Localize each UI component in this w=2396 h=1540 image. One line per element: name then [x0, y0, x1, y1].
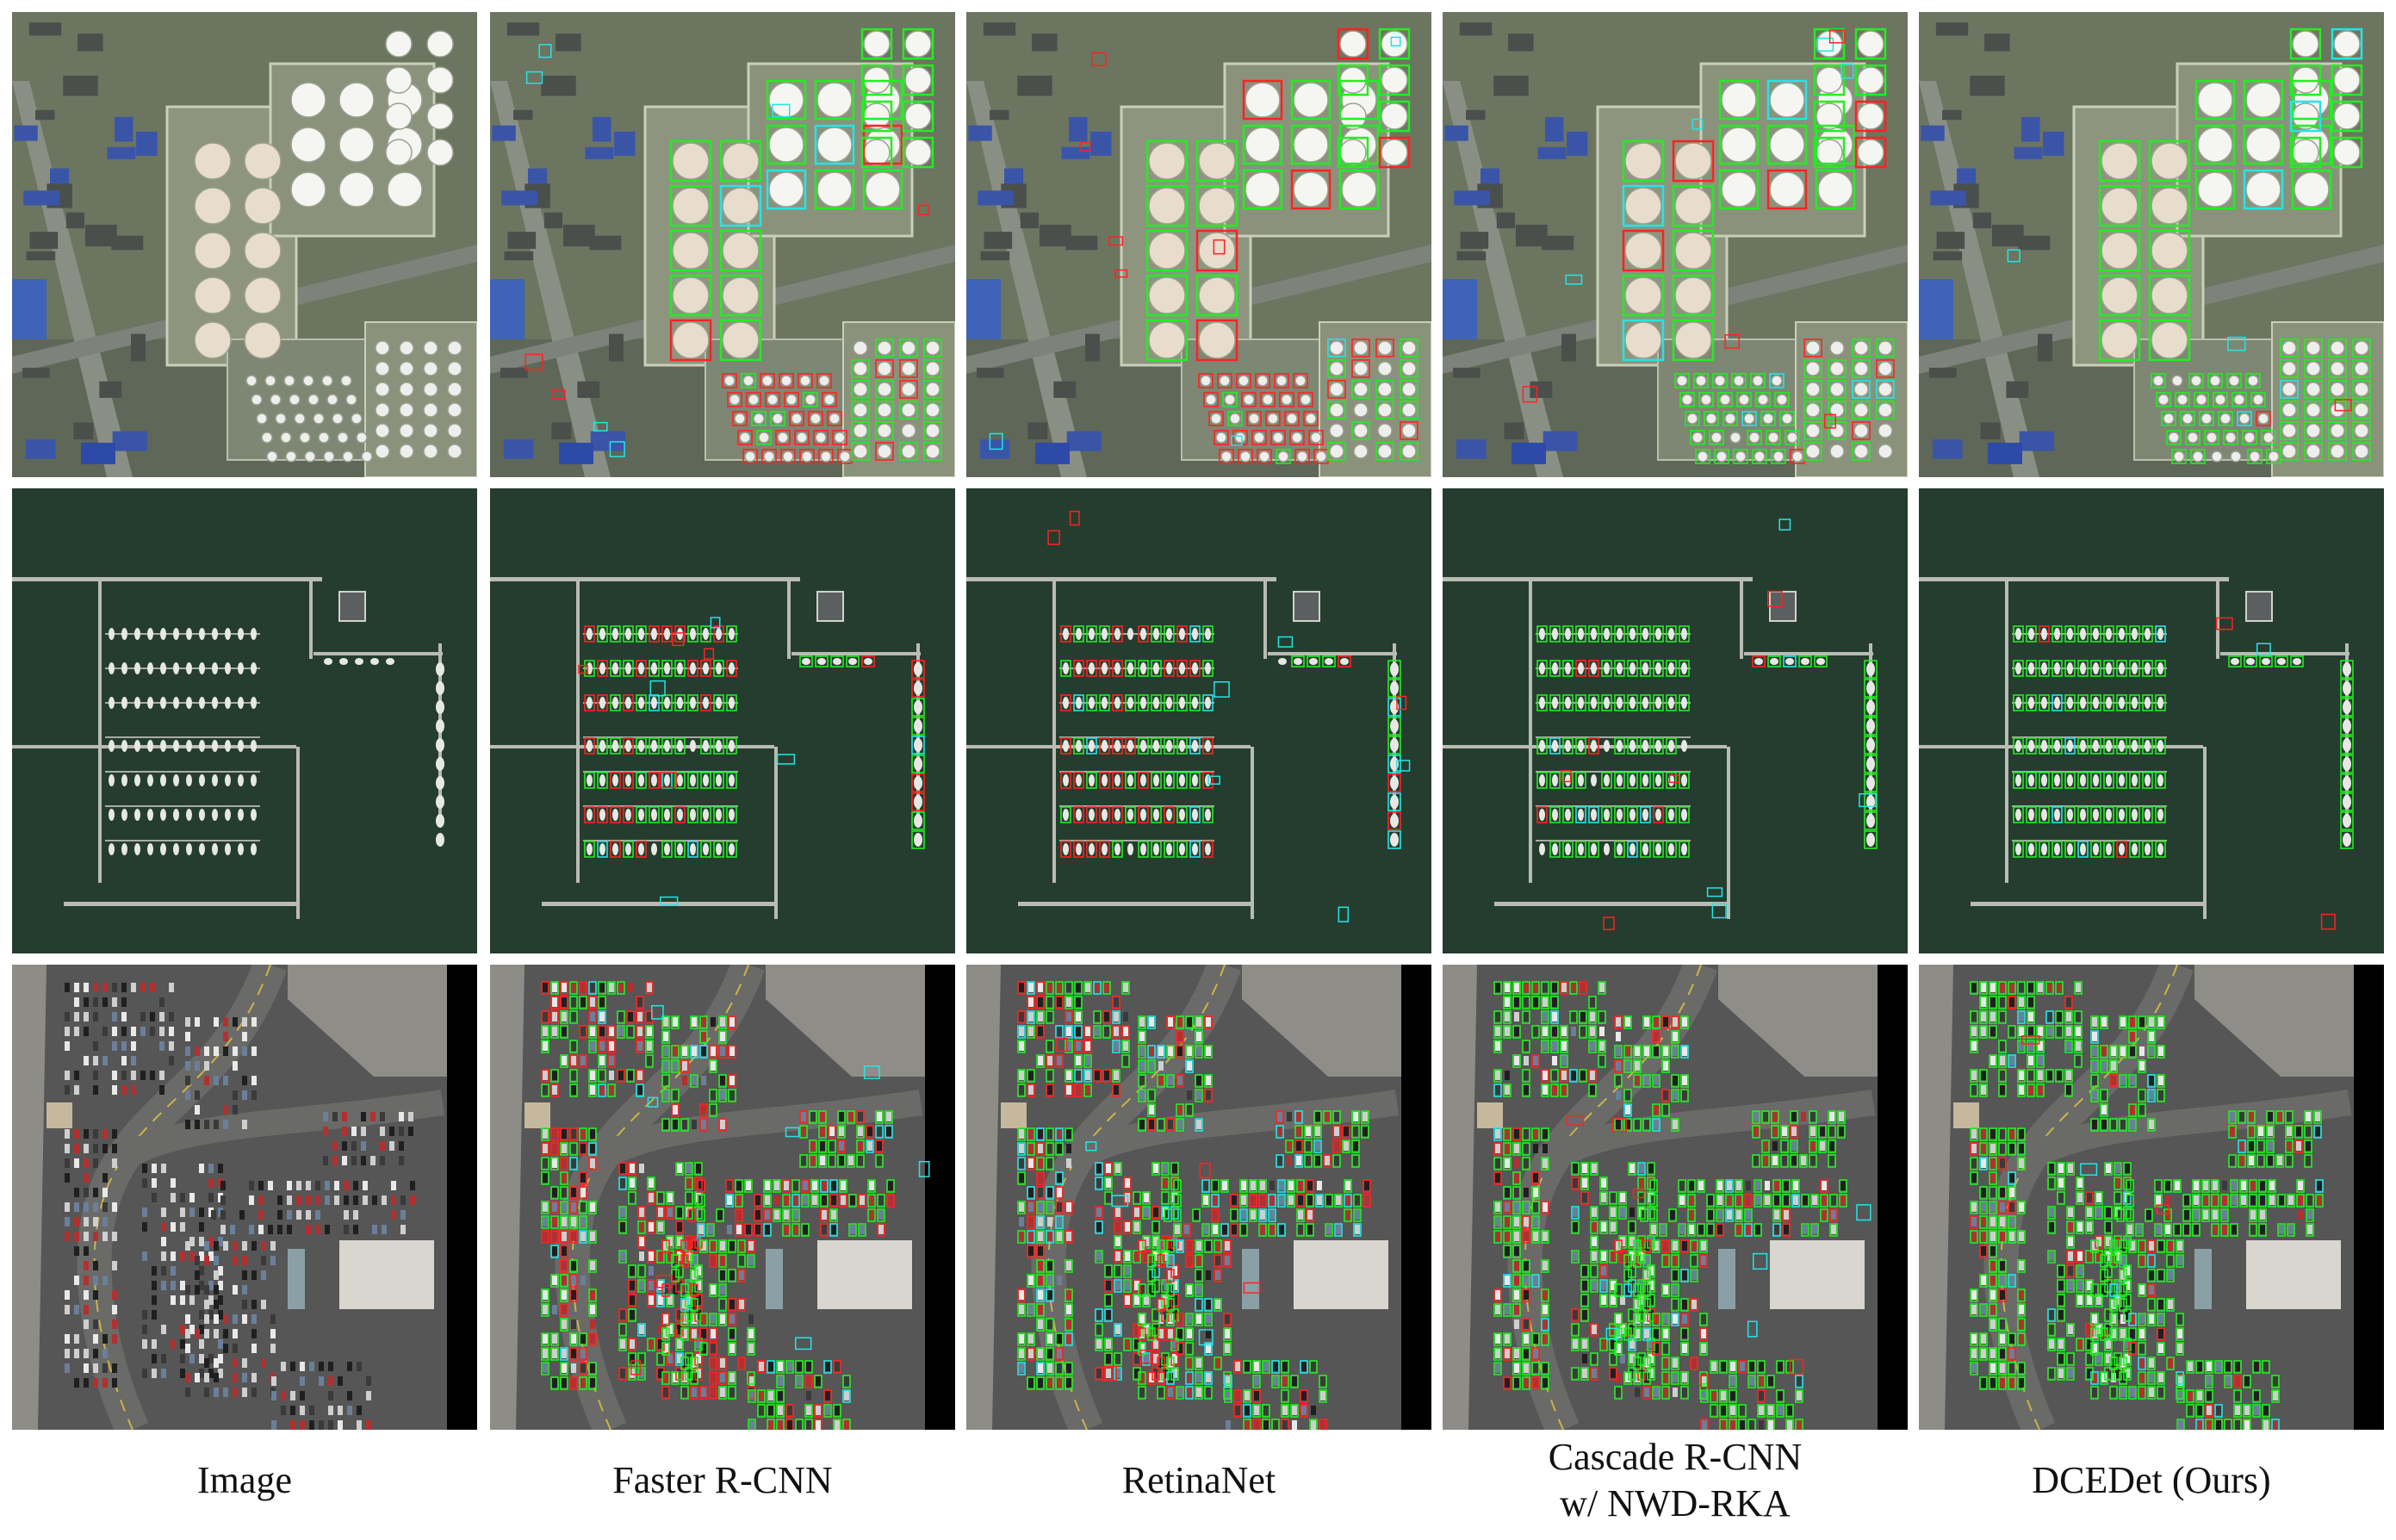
aerial-image-marina-harbor-boats [1919, 488, 2384, 953]
aerial-image-oil-tank-industrial-area [966, 12, 1431, 477]
caption-line: Cascade R-CNN [1548, 1436, 1803, 1478]
detection-boxes-retina [989, 28, 1418, 464]
panel-oil-tank-industrial-area-cascade [1443, 12, 1908, 477]
aerial-image-parking-lot-vehicles [1443, 965, 1908, 1430]
detection-boxes-cascade [1493, 981, 1871, 1430]
aerial-image-marina-harbor-boats [12, 488, 477, 953]
caption-line: w/ NWD-RKA [1560, 1482, 1791, 1524]
caption-cascade: Cascade R-CNN w/ NWD-RKA [1443, 1434, 1908, 1527]
detection-boxes-retina [1047, 511, 1411, 922]
detection-boxes-dcedet [2007, 28, 2371, 464]
aerial-image-parking-lot-vehicles [966, 965, 1431, 1430]
aerial-image-oil-tank-industrial-area [490, 12, 955, 477]
detection-boxes-retina [1017, 981, 1371, 1430]
caption-retina: RetinaNet [966, 1457, 1431, 1504]
panel-oil-tank-industrial-area-faster [490, 12, 955, 477]
panel-marina-harbor-boats-retina [966, 488, 1431, 953]
aerial-image-oil-tank-industrial-area [12, 12, 477, 477]
panel-parking-lot-vehicles-cascade [1443, 965, 1908, 1430]
detection-boxes-faster [578, 617, 925, 906]
panel-parking-lot-vehicles-faster [490, 965, 955, 1430]
caption-line: RetinaNet [1121, 1459, 1276, 1501]
aerial-image-parking-lot-vehicles [1919, 965, 2384, 1430]
aerial-image-parking-lot-vehicles [12, 965, 477, 1430]
detection-boxes-faster [525, 28, 942, 464]
panel-parking-lot-vehicles-image [12, 965, 477, 1430]
panel-oil-tank-industrial-area-image [12, 12, 477, 477]
panel-marina-harbor-boats-faster [490, 488, 955, 953]
detection-boxes-cascade [1522, 28, 1895, 464]
caption-line: Faster R-CNN [612, 1459, 833, 1501]
detection-boxes-dcedet [2013, 617, 2354, 930]
caption-line: Image [197, 1459, 292, 1501]
detection-boxes-faster [541, 981, 930, 1430]
detection-boxes-dcedet [1970, 981, 2324, 1430]
panel-oil-tank-industrial-area-dcedet [1919, 12, 2384, 477]
caption-line: DCEDet (Ours) [2032, 1459, 2271, 1501]
detection-boxes-cascade [1536, 519, 1878, 931]
aerial-image-marina-harbor-boats [490, 488, 955, 953]
caption-dcedet: DCEDet (Ours) [1919, 1457, 2384, 1504]
aerial-image-marina-harbor-boats [966, 488, 1431, 953]
aerial-image-parking-lot-vehicles [490, 965, 955, 1430]
panel-parking-lot-vehicles-dcedet [1919, 965, 2384, 1430]
caption-image: Image [12, 1457, 477, 1504]
panel-marina-harbor-boats-cascade [1443, 488, 1908, 953]
aerial-image-oil-tank-industrial-area [1443, 12, 1908, 477]
panel-marina-harbor-boats-image [12, 488, 477, 953]
aerial-image-oil-tank-industrial-area [1919, 12, 2384, 477]
panel-parking-lot-vehicles-retina [966, 965, 1431, 1430]
panel-marina-harbor-boats-dcedet [1919, 488, 2384, 953]
panel-oil-tank-industrial-area-retina [966, 12, 1431, 477]
caption-faster: Faster R-CNN [490, 1457, 955, 1504]
aerial-image-marina-harbor-boats [1443, 488, 1908, 953]
